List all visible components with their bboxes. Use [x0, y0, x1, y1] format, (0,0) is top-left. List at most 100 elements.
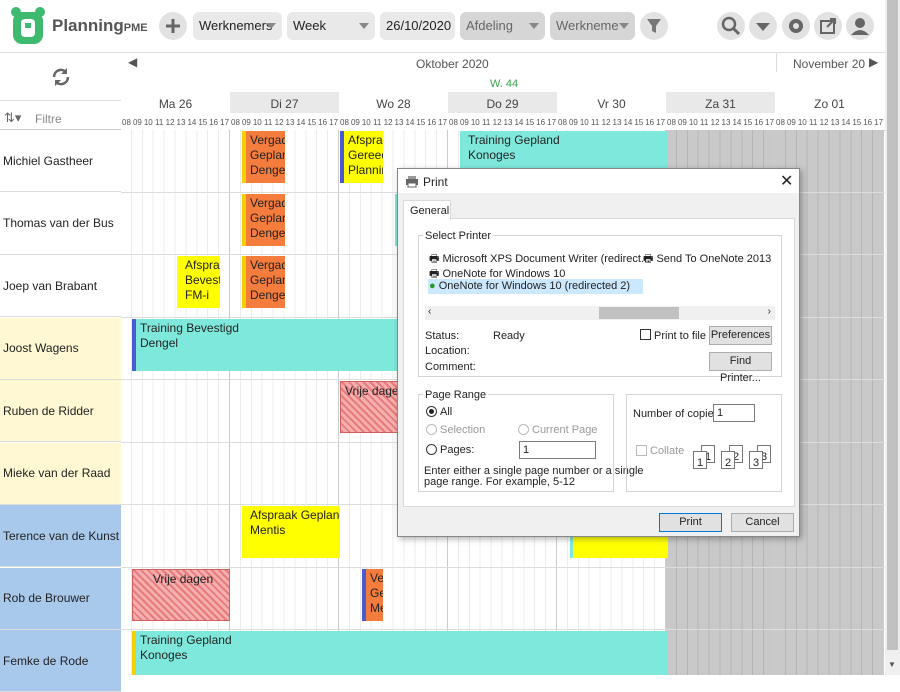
prev-button[interactable]: ◀ — [128, 55, 138, 69]
dropdown[interactable]: Week — [287, 12, 375, 40]
find-printer-button[interactable]: Find Printer... — [709, 352, 772, 384]
event[interactable]: VergadeGeplancDengel — [242, 256, 285, 308]
logo-text: PlanningPME — [52, 16, 148, 36]
location-label: Location: — [425, 345, 470, 357]
printer-item[interactable]: 🖶 Microsoft XPS Document Writer (redirec… — [429, 253, 651, 265]
hour-label: 09 — [350, 118, 360, 127]
event-text: Vergade — [250, 133, 285, 147]
dropdown[interactable]: Werknemers — [193, 12, 282, 40]
event-text: Mentis — [250, 523, 286, 537]
dropdown[interactable]: Werkneme — [550, 12, 635, 40]
refresh-icon[interactable] — [50, 66, 72, 88]
comment-label: Comment: — [425, 361, 476, 373]
hour-label: 08 — [340, 118, 349, 127]
copies-label: Number of copies: — [633, 408, 723, 420]
copies-input[interactable]: 1 — [713, 404, 755, 422]
hour-label: 17 — [329, 118, 339, 127]
radio[interactable] — [426, 406, 437, 417]
hour-label: 10 — [579, 118, 589, 127]
next-month-label: November 20 — [793, 57, 866, 71]
employee-name: Femke de Rode — [3, 653, 89, 668]
event[interactable]: AfspraaBevestigFM-i — [177, 256, 220, 308]
event-text: Afspraak Gepland — [250, 508, 340, 522]
employee-name: Michiel Gastheer — [3, 153, 94, 168]
event-text: Vrije dagen — [152, 571, 214, 586]
hour-label: 09 — [459, 118, 469, 127]
day-header-bg — [339, 92, 448, 113]
logo-suffix: PME — [123, 22, 148, 34]
group-label: Page Range — [423, 389, 489, 401]
help-text: Enter either a single page number or a s… — [424, 465, 644, 477]
scrollbar: ▼ — [885, 0, 900, 675]
employee-row: Joost Wagens — [0, 317, 121, 380]
selected-printer — [428, 279, 643, 294]
hour-label: 10 — [143, 118, 153, 127]
employee-row: Joep van Brabant — [0, 255, 121, 317]
hour-label: 09 — [568, 118, 578, 127]
status-label: Status: — [425, 330, 460, 342]
event[interactable]: VerGepMe — [362, 568, 383, 621]
print-button[interactable]: Print — [659, 513, 722, 532]
settings-button[interactable] — [782, 12, 810, 40]
event-text: Dengel — [250, 288, 285, 302]
radio-label: Current Page — [532, 424, 598, 436]
event[interactable]: Training Gepland Konoges — [132, 631, 668, 675]
logo-icon — [11, 7, 45, 44]
event[interactable]: VergadeGeplancDengel — [242, 193, 285, 246]
hour-label: 13 — [394, 118, 404, 127]
event[interactable]: Afspraak Gepland Mentis — [242, 506, 340, 558]
dropdown-label: Werknemers — [199, 18, 273, 33]
printer-item[interactable]: 🖶 OneNote for Windows 10 — [429, 268, 566, 280]
user-button[interactable] — [846, 12, 874, 40]
hour-label: 16 — [754, 118, 764, 127]
filter-input[interactable]: Filtre — [35, 112, 62, 126]
pages-input[interactable]: 1 — [519, 441, 596, 459]
printer-item[interactable]: ● OneNote for Windows 10 (redirected 2) — [429, 280, 631, 292]
preferences-button[interactable]: Preferences — [709, 326, 772, 345]
sort-icon[interactable]: ⇅▾ — [4, 110, 22, 125]
search-button[interactable] — [717, 12, 745, 40]
add-button[interactable] — [159, 12, 187, 40]
day-label: Do 29 — [486, 97, 519, 111]
cancel-button[interactable]: Cancel — [731, 513, 794, 532]
date-field[interactable]: 26/10/2020 — [380, 12, 455, 40]
close-button[interactable]: ✕ — [780, 173, 794, 190]
hour-label: 13 — [176, 118, 186, 127]
dropdown-label: Werkneme — [556, 18, 619, 33]
day-header-bg — [121, 92, 230, 113]
hour-label: 10 — [797, 118, 807, 127]
event-text: Afspraa — [185, 258, 220, 272]
printer-item[interactable]: 🖶 Send To OneNote 2013 — [643, 253, 772, 265]
checkbox[interactable] — [640, 329, 651, 340]
next-button[interactable]: ▶ — [869, 55, 879, 69]
export-button[interactable] — [814, 12, 842, 40]
event-text: Dengel — [250, 163, 285, 177]
hour-label: 17 — [438, 118, 448, 127]
tab[interactable]: General — [403, 200, 451, 220]
event-text: FM-i — [185, 288, 209, 302]
menu-button[interactable] — [749, 12, 777, 40]
hour-label: 16 — [318, 118, 328, 127]
hour-label: 13 — [830, 118, 840, 127]
checkbox — [636, 445, 647, 456]
event[interactable]: Vrije dagen — [132, 568, 230, 621]
hour-label: 14 — [841, 118, 851, 127]
filter-button[interactable] — [640, 12, 668, 40]
hour-label: 10 — [688, 118, 698, 127]
day-label: Zo 01 — [814, 97, 845, 111]
hour-label: 17 — [547, 118, 557, 127]
hour-label: 10 — [361, 118, 371, 127]
radio[interactable] — [426, 444, 437, 455]
group-box — [418, 235, 782, 377]
event-text: Gereed — [348, 148, 383, 162]
employee-name: Joep van Brabant — [3, 278, 98, 293]
event[interactable]: AfspraaGereedPlannin — [340, 131, 383, 183]
event[interactable]: VergadeGeplancDengel — [242, 131, 285, 183]
hour-label: 11 — [482, 118, 491, 127]
event[interactable]: Training Bevestigd Dengel — [132, 318, 400, 371]
dropdown[interactable]: Afdeling — [460, 12, 545, 40]
event[interactable]: Vrije dagen — [340, 381, 400, 433]
hour-label: 12 — [383, 118, 393, 127]
dropdown-label: 26/10/2020 — [386, 18, 452, 33]
event-text: Training Bevestigd — [140, 320, 239, 335]
